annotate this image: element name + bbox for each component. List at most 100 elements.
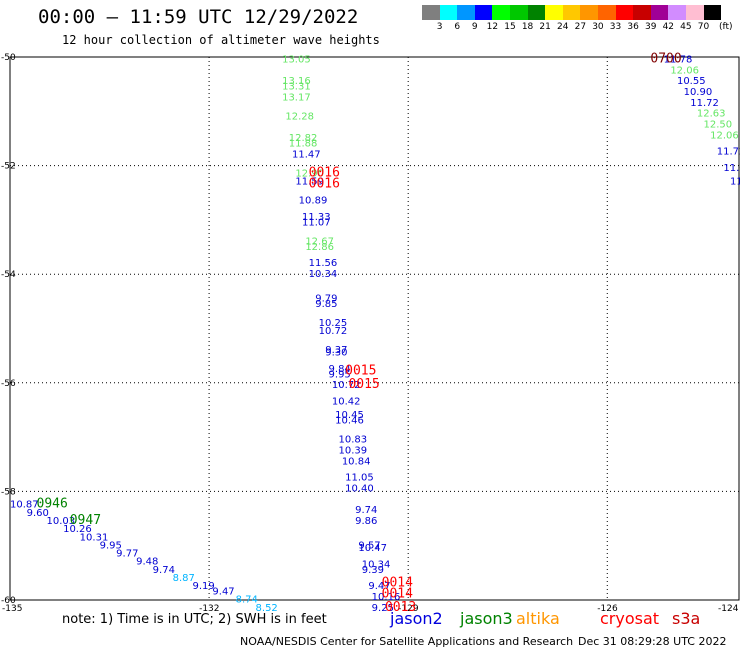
y-tick-label: -58 bbox=[1, 487, 16, 497]
data-point-label: 9.37 bbox=[325, 345, 347, 356]
scale-label: 70 bbox=[697, 22, 710, 32]
pass-time-label: 0016 bbox=[309, 176, 340, 191]
data-point-label: 10.89 bbox=[299, 196, 328, 207]
x-tick-label: -135 bbox=[2, 604, 22, 614]
data-point-label: 11.05 bbox=[345, 473, 374, 484]
data-point-label: 10.83 bbox=[339, 435, 368, 446]
scale-label: 18 bbox=[521, 22, 534, 32]
data-point-label: 10.34 bbox=[309, 269, 338, 280]
pass-time-label: 0700 bbox=[650, 51, 681, 66]
data-point-label: 10.34 bbox=[362, 559, 391, 570]
data-point-label: 10.72 bbox=[332, 380, 361, 391]
data-point-label: 12.06 bbox=[670, 65, 699, 76]
color-scale-bar bbox=[422, 5, 722, 20]
legend-jason2: jason2 bbox=[390, 609, 443, 628]
y-tick-label: -54 bbox=[1, 270, 16, 280]
data-point-label: 9.77 bbox=[116, 549, 138, 560]
pass-time-label: 0015 bbox=[348, 377, 379, 392]
data-point-label: 9.30 bbox=[325, 348, 347, 359]
x-tick-label: -132 bbox=[199, 604, 219, 614]
data-point-label: 10.31 bbox=[80, 532, 109, 543]
scale-swatch bbox=[457, 5, 475, 20]
legend-s3a: s3a bbox=[672, 609, 701, 628]
plot-frame bbox=[9, 56, 740, 601]
pass-time-label: 0947 bbox=[70, 513, 101, 528]
data-point-label: 10.90 bbox=[684, 87, 713, 98]
data-point-label: 11.59 bbox=[295, 177, 324, 188]
scale-swatch bbox=[685, 5, 704, 20]
data-point-label: 10.40 bbox=[345, 483, 374, 494]
data-point-label: 11.72 bbox=[690, 98, 719, 109]
data-point-label: 9.86 bbox=[355, 516, 377, 527]
x-tick-label: -126 bbox=[597, 604, 618, 614]
scale-label: 39 bbox=[644, 22, 657, 32]
chart-title: 00:00 – 11:59 UTC 12/29/2022 bbox=[38, 6, 359, 28]
scale-label: 27 bbox=[574, 22, 587, 32]
scale-swatch bbox=[562, 5, 581, 20]
data-point-label: 9.47 bbox=[212, 587, 234, 598]
data-point-label: 10.84 bbox=[342, 456, 371, 467]
scale-swatch bbox=[668, 5, 686, 20]
data-point-label: 9.74 bbox=[355, 505, 377, 516]
data-point-label: 9.95 bbox=[329, 369, 351, 380]
data-point-label: 9.47 bbox=[368, 581, 390, 592]
data-point-label: 13.17 bbox=[282, 92, 311, 103]
data-point-label: 12.06 bbox=[710, 130, 739, 141]
data-point-label: 13.31 bbox=[282, 82, 311, 93]
data-point-label: 12.67 bbox=[305, 236, 334, 247]
legend-jason3: jason3 bbox=[460, 609, 513, 628]
data-point-label: 11.07 bbox=[302, 217, 331, 228]
scale-swatch bbox=[492, 5, 510, 20]
data-point-label: 10.46 bbox=[335, 416, 364, 427]
data-point-label: 12.86 bbox=[305, 242, 334, 253]
scale-swatch bbox=[580, 5, 598, 20]
data-point-label: 9.60 bbox=[27, 508, 49, 519]
data-point-label: 9.19 bbox=[193, 581, 215, 592]
scale-label: 6 bbox=[454, 22, 461, 32]
scale-label: 30 bbox=[592, 22, 604, 32]
scale-swatch bbox=[633, 5, 651, 20]
scale-swatch bbox=[509, 5, 528, 20]
pass-time-label: 0946 bbox=[37, 497, 68, 512]
scale-swatch bbox=[703, 5, 722, 20]
y-tick-label: -60 bbox=[1, 596, 16, 606]
pass-time-label: 0015 bbox=[345, 364, 376, 379]
scale-swatch bbox=[650, 5, 669, 20]
data-point-label: 12.90 bbox=[295, 168, 324, 179]
data-point-label: 9.74 bbox=[153, 565, 175, 576]
pass-time-label: 0014 bbox=[382, 586, 413, 601]
chart-subtitle: 12 hour collection of altimeter wave hei… bbox=[62, 33, 380, 47]
data-point-label: 12.28 bbox=[285, 111, 314, 122]
x-tick-label: -124 bbox=[718, 604, 739, 614]
data-point-label: 12.50 bbox=[704, 120, 733, 131]
data-point-label: 10.42 bbox=[332, 397, 361, 408]
scale-label: 42 bbox=[662, 22, 675, 32]
data-point-label: 9.85 bbox=[315, 299, 337, 310]
data-point-label: 10.72 bbox=[319, 326, 348, 337]
data-point-label: 9.25 bbox=[372, 603, 394, 614]
scale-label: 15 bbox=[504, 22, 516, 32]
data-point-label: 13.05 bbox=[282, 54, 311, 65]
data-point-label: 12.82 bbox=[289, 133, 318, 144]
scale-label: 9 bbox=[471, 22, 478, 32]
data-point-label: 9.84 bbox=[329, 364, 351, 375]
data-point-label: 10.55 bbox=[677, 76, 706, 87]
credit-line: NOAA/NESDIS Center for Satellite Applica… bbox=[240, 635, 574, 648]
y-tick-label: -50 bbox=[1, 53, 16, 63]
y-tick-label: -56 bbox=[1, 379, 16, 389]
scale-label: 12 bbox=[486, 22, 499, 32]
data-point-label: 9.48 bbox=[136, 557, 158, 568]
data-point-label: 10.45 bbox=[335, 410, 364, 421]
scale-unit: (ft) bbox=[719, 22, 733, 32]
data-point-label: 9.79 bbox=[315, 293, 337, 304]
data-point-label: 8.52 bbox=[256, 603, 278, 614]
data-point-label: 9.95 bbox=[100, 540, 122, 551]
data-point-label: 11.72 bbox=[717, 147, 740, 158]
data-point-label: 11.19 bbox=[730, 177, 740, 188]
scale-label: 21 bbox=[539, 22, 551, 32]
data-point-label: 11.56 bbox=[309, 258, 338, 269]
scale-label: 36 bbox=[627, 22, 639, 32]
legend-altika: altika bbox=[516, 609, 560, 628]
